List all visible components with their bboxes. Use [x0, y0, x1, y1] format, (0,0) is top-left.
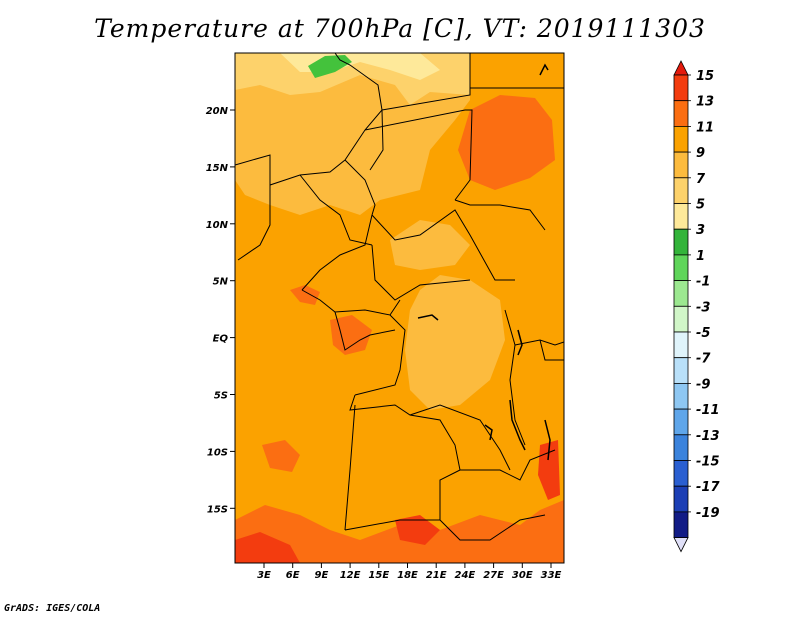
- cameroon-warm-spots: [290, 285, 320, 305]
- lat-tick-label: 5N: [213, 277, 229, 288]
- latitude-axis: 20N 15N 10N 5N EQ 5S 10S 15S: [206, 106, 235, 515]
- colorbar-segment: [673, 511, 689, 538]
- chart-title: Temperature at 700hPa [C], VT: 201911130…: [94, 14, 706, 43]
- colorbar-label: -15: [696, 455, 720, 470]
- atlantic-warm-patch: [262, 440, 300, 472]
- colorbar-label: -19: [696, 506, 720, 521]
- lakes-and-rivers: [417, 63, 551, 461]
- map-frame: [234, 52, 565, 564]
- lat-tick-label: 20N: [206, 106, 229, 117]
- colorbar-label: 11: [696, 120, 714, 135]
- colorbar-label: 13: [696, 95, 714, 110]
- colorbar-segment: [673, 408, 689, 436]
- colorbar-label: -1: [696, 275, 710, 290]
- lat-tick-label: 15S: [207, 504, 228, 515]
- colorbar-label: -5: [696, 326, 710, 341]
- colorbar-segment: [673, 280, 689, 307]
- colorbar: 15 13 11 9 7 5 3 1 -1 -3 -5 -7 -9 -11 -13 -15 -17 -19: [673, 60, 720, 553]
- colorbar-segment: [673, 126, 689, 153]
- lon-tick-label: 12E: [340, 570, 361, 581]
- lon-tick-label: 6E: [286, 570, 300, 581]
- lon-tick-label: 27E: [483, 570, 504, 581]
- lon-tick-label: 21E: [426, 570, 447, 581]
- congo-warm-spots: [330, 315, 372, 355]
- colorbar-segment: [673, 177, 689, 204]
- lon-tick-label: 30E: [512, 570, 533, 581]
- colorbar-label: 7: [696, 172, 706, 187]
- colorbar-segment: [673, 100, 689, 127]
- colorbar-label: 1: [696, 249, 705, 264]
- lat-tick-label: 10N: [206, 220, 229, 231]
- grads-credit: GrADS: IGES/COLA: [4, 603, 101, 614]
- colorbar-segment: [673, 382, 689, 410]
- east-warm-region: [458, 95, 555, 190]
- colorbar-segment: [673, 151, 689, 179]
- lat-tick-label: EQ: [213, 334, 229, 345]
- lon-tick-label: 3E: [257, 570, 271, 581]
- colorbar-bottom-arrow: [673, 537, 689, 553]
- colorbar-segment: [673, 357, 689, 384]
- colorbar-label: -3: [696, 300, 710, 315]
- colorbar-label: 5: [696, 198, 705, 213]
- lon-tick-label: 15E: [368, 570, 389, 581]
- map-panel: [235, 53, 564, 563]
- central-cool-region: [405, 275, 505, 410]
- lon-tick-label: 33E: [541, 570, 562, 581]
- colorbar-label: -17: [696, 480, 720, 495]
- longitude-axis: 3E 6E 9E 12E 15E 18E 21E 24E 27E 30E 33E: [257, 563, 562, 581]
- colorbar-label: -13: [696, 429, 720, 444]
- colorbar-segment: [673, 228, 689, 256]
- colorbar-segment: [673, 434, 689, 461]
- colorbar-top-arrow: [673, 60, 689, 76]
- central-band-cool: [390, 220, 470, 270]
- southwest-hot-region: [235, 532, 300, 563]
- colorbar-segment: [673, 331, 689, 359]
- colorbar-label: -9: [696, 377, 710, 392]
- colorbar-segment: [673, 203, 689, 230]
- lon-tick-label: 24E: [455, 570, 476, 581]
- lat-tick-label: 5S: [214, 391, 228, 402]
- colorbar-label: -11: [696, 403, 720, 418]
- colorbar-segment: [673, 305, 689, 333]
- lat-tick-label: 10S: [207, 447, 228, 458]
- colorbar-label: 15: [696, 69, 714, 84]
- colorbar-segment: [673, 254, 689, 281]
- country-borders: [235, 53, 564, 541]
- colorbar-label: 9: [696, 146, 705, 161]
- lon-tick-label: 9E: [315, 570, 329, 581]
- lon-tick-label: 18E: [397, 570, 418, 581]
- colorbar-segment: [673, 485, 689, 513]
- south-central-hot: [395, 515, 440, 545]
- colorbar-segment: [673, 74, 689, 102]
- colorbar-label: 3: [696, 223, 705, 238]
- colorbar-segment: [673, 460, 689, 487]
- colorbar-label: -7: [696, 352, 711, 367]
- lat-tick-label: 15N: [206, 163, 229, 174]
